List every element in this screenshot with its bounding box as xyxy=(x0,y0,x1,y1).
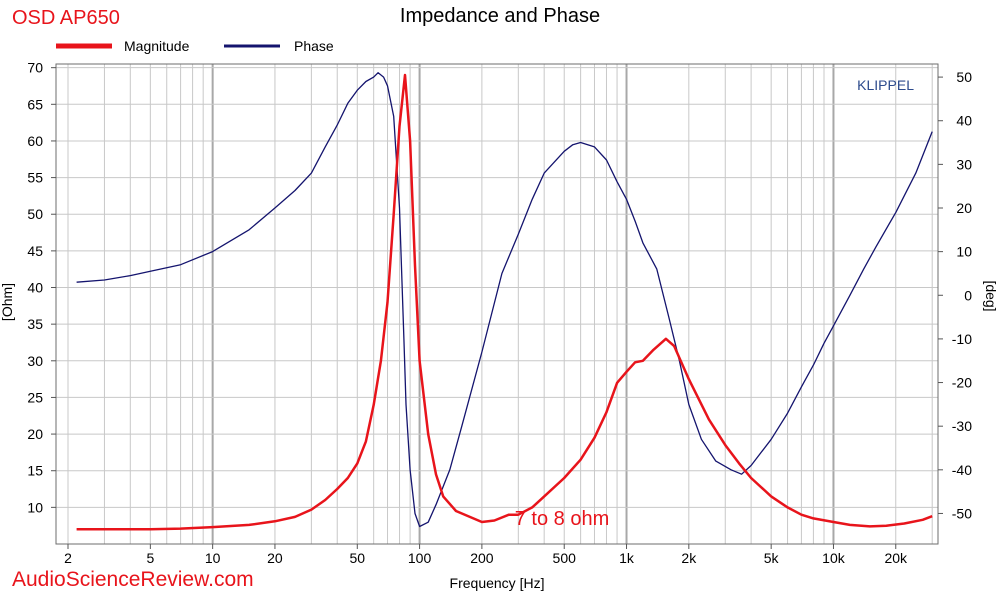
x-tick-label: 20k xyxy=(884,550,908,566)
legend-label-magnitude: Magnitude xyxy=(124,38,190,54)
y-left-tick-label: 65 xyxy=(27,96,43,112)
series-layer xyxy=(76,72,933,531)
y-left-tick-label: 35 xyxy=(27,316,43,332)
y-left-tick-label: 20 xyxy=(27,426,43,442)
y-right-tick-label: -30 xyxy=(952,418,972,434)
x-tick-label: 2 xyxy=(64,550,72,566)
impedance-annotation: 7 to 8 ohm xyxy=(515,508,610,530)
y-right-tick-label: 50 xyxy=(956,69,972,85)
y-right-tick-label: -40 xyxy=(952,462,972,478)
y-left-tick-label: 50 xyxy=(27,206,43,222)
y-right-tick-label: -10 xyxy=(952,331,972,347)
y-right-tick-label: -20 xyxy=(952,375,972,391)
y-left-tick-label: 55 xyxy=(27,170,43,186)
x-tick-label: 1k xyxy=(619,550,635,566)
x-tick-label: 5k xyxy=(764,550,780,566)
x-tick-label: 2k xyxy=(681,550,697,566)
x-tick-label: 100 xyxy=(408,550,432,566)
x-axis-label: Frequency [Hz] xyxy=(450,575,545,591)
x-tick-label: 200 xyxy=(470,550,494,566)
x-tick-label: 5 xyxy=(146,550,154,566)
klippel-watermark: KLIPPEL xyxy=(857,77,914,93)
series-line-phase xyxy=(76,72,933,528)
y-right-tick-label: 30 xyxy=(956,156,972,172)
product-label: OSD AP650 xyxy=(12,7,120,29)
legend-label-phase: Phase xyxy=(294,38,334,54)
y-right-tick-label: -50 xyxy=(952,505,972,521)
y-right-tick-label: 40 xyxy=(956,113,972,129)
x-tick-label: 50 xyxy=(350,550,366,566)
x-tick-label: 500 xyxy=(553,550,577,566)
y-left-tick-label: 40 xyxy=(27,280,43,296)
x-tick-label: 10 xyxy=(205,550,221,566)
y-right-tick-label: 0 xyxy=(964,287,972,303)
plot-frame xyxy=(55,63,939,545)
plot-area xyxy=(56,64,938,544)
chart-title: Impedance and Phase xyxy=(400,5,600,27)
y-axis-right-label: [deg] xyxy=(983,280,999,311)
series-line-magnitude xyxy=(76,73,933,531)
y-left-tick-label: 10 xyxy=(27,499,43,515)
y-left-tick-label: 15 xyxy=(27,463,43,479)
site-watermark: AudioScienceReview.com xyxy=(12,568,254,591)
y-left-tick-label: 45 xyxy=(27,243,43,259)
y-axis-left-label: [Ohm] xyxy=(0,283,15,321)
y-left-tick-label: 30 xyxy=(27,353,43,369)
y-left-tick-label: 70 xyxy=(27,60,43,76)
x-tick-label: 10k xyxy=(822,550,846,566)
x-tick-label: 20 xyxy=(267,550,283,566)
y-right-tick-label: 20 xyxy=(956,200,972,216)
y-left-tick-label: 60 xyxy=(27,133,43,149)
y-right-tick-label: 10 xyxy=(956,244,972,260)
grid xyxy=(56,64,938,544)
axis-ticks: 2 5 10 20 50 100 200 500 1k 2k 5k 10k 20k10152025303… xyxy=(27,60,972,566)
y-left-tick-label: 25 xyxy=(27,389,43,405)
legend: Magnitude Phase xyxy=(56,38,334,54)
